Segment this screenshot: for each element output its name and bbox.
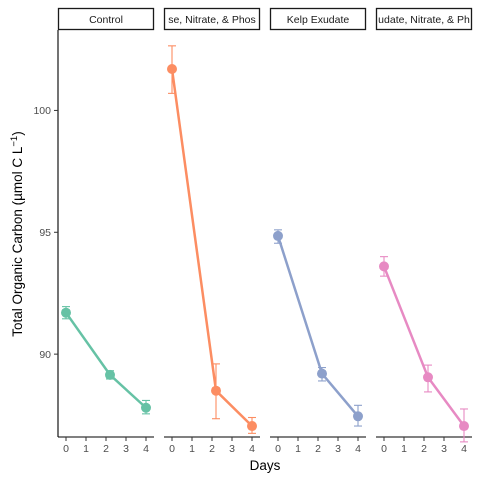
x-tick-label: 2 [103,443,109,455]
y-tick-label: 90 [39,349,51,361]
facet-panel: udate, Nitrate, & Ph 0 1 2 3 4 [375,7,473,455]
x-tick-label: 2 [315,443,321,455]
facet-strip-label: udate, Nitrate, & Ph [378,14,470,26]
data-point [317,368,327,379]
x-tick-label: 2 [421,443,427,455]
data-point [273,230,283,241]
data-point [105,369,115,380]
series-line [276,235,359,418]
series-line [170,68,253,427]
x-tick-label: 0 [63,443,69,455]
x-tick-label: 3 [335,443,341,455]
x-tick-label: 4 [355,443,361,455]
facet-strip [375,7,473,31]
x-tick-label: 4 [143,443,149,455]
data-point [61,307,71,318]
facet-strip-label: Control [89,14,123,26]
x-tick-label: 3 [123,443,129,455]
facet-strip-label: Kelp Exudate [287,14,350,26]
facet-panel: Control 0 1 2 3 4 [57,7,155,455]
data-point [379,261,389,272]
x-tick-label: 3 [229,443,235,455]
x-tick-label: 0 [275,443,281,455]
y-axis-title: Total Organic Carbon (µmol C L−1) [9,131,25,336]
data-point [247,421,257,432]
x-tick-label: 1 [401,443,407,455]
facet-strip-label: se, Nitrate, & Phos [168,14,256,26]
facet-panel: se, Nitrate, & Phos 0 1 2 3 4 [163,7,261,455]
x-tick-label: 4 [461,443,467,455]
x-axis-title: Days [250,458,281,473]
series-line [382,265,466,427]
y-tick-label: 95 [39,227,51,239]
y-axis: 90 95 100 [33,30,59,437]
x-tick-label: 1 [83,443,89,455]
facet-strip [269,7,367,31]
series-line [64,311,147,409]
facet-strip [57,7,155,31]
data-point [353,411,363,422]
data-point [167,63,177,74]
x-tick-label: 4 [249,443,255,455]
x-tick-label: 0 [169,443,175,455]
x-tick-label: 3 [441,443,447,455]
data-point [423,372,433,383]
facet-strip [163,7,261,31]
data-point [211,385,221,396]
data-point [459,421,469,432]
x-tick-label: 1 [295,443,301,455]
x-tick-label: 1 [189,443,195,455]
y-tick-label: 100 [33,105,51,117]
x-tick-label: 0 [381,443,387,455]
x-tick-label: 2 [209,443,215,455]
facet-panel: Kelp Exudate 0 1 2 3 4 [269,7,367,455]
data-point [141,402,151,413]
